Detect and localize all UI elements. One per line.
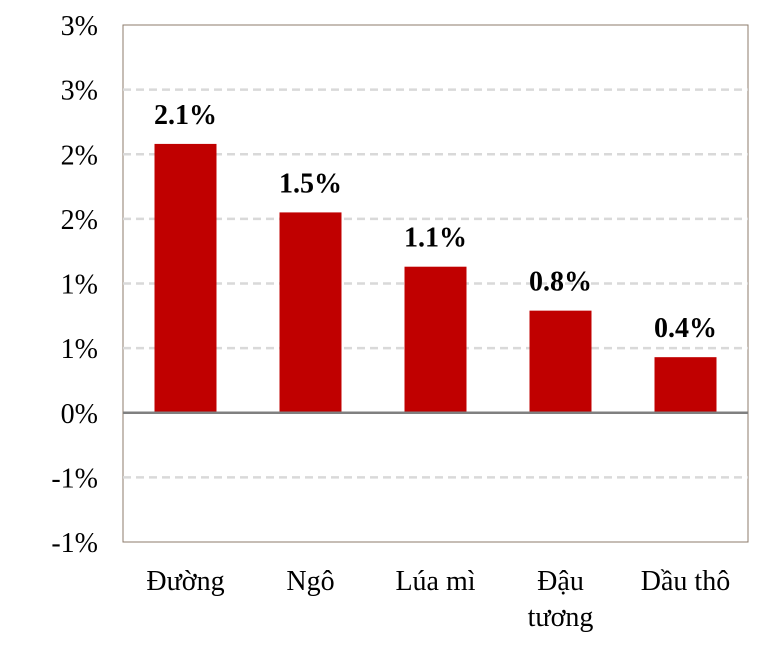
x-axis-categories: Đường Ngô Lúa mì Đậu tương Dầu thô (146, 566, 730, 633)
y-tick-label: 2% (61, 205, 98, 236)
y-tick-label: 0% (61, 399, 98, 430)
bar (404, 266, 467, 413)
data-labels: 2.1% 1.5% 1.1% 0.8% 0.4% (154, 100, 717, 344)
bar (529, 310, 592, 413)
y-tick-label: 1% (61, 334, 98, 365)
y-tick-label: 1% (61, 270, 98, 301)
y-tick-label: 3% (61, 11, 98, 42)
y-axis-ticks: 3% 3% 2% 2% 1% 1% 0% -1% -1% (51, 11, 98, 559)
data-label: 0.8% (529, 267, 592, 298)
category-label: Ngô (286, 566, 334, 597)
data-label: 2.1% (154, 100, 217, 131)
category-label: Đậu tương (528, 566, 594, 633)
category-label: Dầu thô (641, 566, 730, 597)
y-tick-label: 3% (61, 76, 98, 107)
y-tick-label: -1% (51, 528, 98, 559)
data-label: 0.4% (654, 313, 717, 344)
data-label: 1.1% (404, 223, 467, 254)
data-label: 1.5% (279, 168, 342, 199)
category-label: Lúa mì (395, 566, 475, 597)
bar (279, 212, 342, 413)
bar (654, 357, 717, 413)
bars (154, 143, 717, 413)
y-tick-label: 2% (61, 140, 98, 171)
gridlines (123, 88, 748, 479)
y-tick-label: -1% (51, 463, 98, 494)
bar (154, 143, 217, 413)
category-label: Đường (146, 566, 224, 597)
